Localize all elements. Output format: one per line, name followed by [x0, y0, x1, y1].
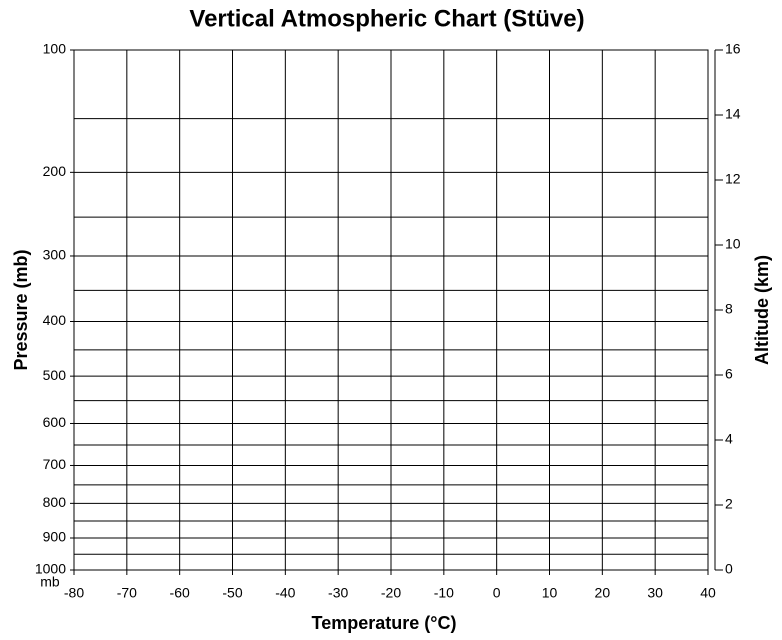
x-tick-label: -70: [117, 585, 137, 601]
x-tick-label: 20: [595, 585, 611, 601]
x-tick-label: -20: [381, 585, 401, 601]
y2-tick-label: 16: [725, 41, 741, 57]
x-tick-label: 40: [700, 585, 716, 601]
y-tick-label: 900: [43, 529, 67, 545]
y-tick-label: 400: [43, 312, 67, 328]
x-tick-label: 10: [542, 585, 558, 601]
y2-tick-label: 12: [725, 171, 741, 187]
x-tick-label: -30: [328, 585, 348, 601]
y-tick-label: 800: [43, 494, 67, 510]
x-tick-label: 0: [493, 585, 501, 601]
y2-tick-label: 6: [725, 366, 733, 382]
y-tick-label: 700: [43, 456, 67, 472]
y-tick-label: 1000: [35, 561, 66, 577]
y-tick-label: 300: [43, 247, 67, 263]
y2-tick-label: 8: [725, 301, 733, 317]
y2-tick-label: 0: [725, 561, 733, 577]
y2-tick-label: 14: [725, 106, 741, 122]
y-tick-label: 100: [43, 41, 67, 57]
x-tick-label: -10: [434, 585, 454, 601]
y-tick-label: 600: [43, 414, 67, 430]
x-tick-label: -60: [170, 585, 190, 601]
y2-tick-label: 4: [725, 431, 733, 447]
y-unit-label: mb: [40, 574, 60, 590]
x-axis-label: Temperature (°C): [312, 613, 457, 633]
x-tick-label: -80: [64, 585, 84, 601]
x-tick-label: -40: [275, 585, 295, 601]
y2-tick-label: 2: [725, 496, 733, 512]
y-tick-label: 200: [43, 163, 67, 179]
y2-axis-label: Altitude (km): [752, 255, 772, 365]
y2-tick-label: 10: [725, 236, 741, 252]
y-tick-label: 500: [43, 367, 67, 383]
chart-title: Vertical Atmospheric Chart (Stüve): [189, 5, 584, 32]
y-axis-label: Pressure (mb): [11, 249, 31, 370]
x-tick-label: 30: [647, 585, 663, 601]
x-tick-label: -50: [222, 585, 242, 601]
